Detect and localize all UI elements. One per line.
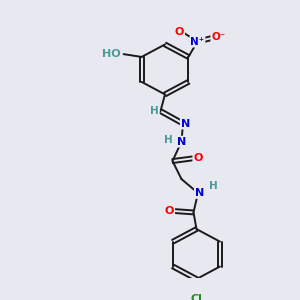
Text: N: N [177, 136, 186, 147]
Text: N: N [181, 118, 190, 129]
Text: H: H [209, 181, 218, 191]
Text: H: H [150, 106, 159, 116]
Text: N⁺: N⁺ [190, 37, 205, 47]
Text: HO: HO [102, 49, 121, 59]
Text: O: O [165, 206, 174, 216]
Text: O: O [193, 153, 203, 163]
Text: H: H [164, 135, 172, 145]
Text: O: O [175, 27, 184, 37]
Text: N: N [195, 188, 204, 198]
Text: Cl: Cl [190, 293, 202, 300]
Text: O⁻: O⁻ [211, 32, 226, 43]
